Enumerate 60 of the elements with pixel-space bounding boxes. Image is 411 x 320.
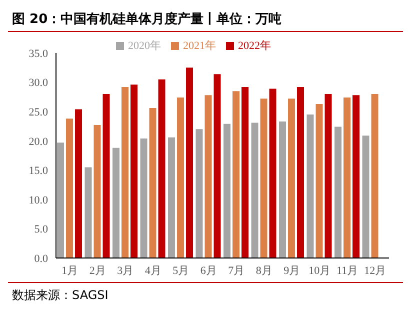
bar bbox=[186, 68, 193, 258]
y-tick-label: 35.0 bbox=[28, 48, 48, 60]
bar bbox=[75, 109, 82, 258]
x-tick-label: 7月 bbox=[228, 264, 245, 277]
source-note: 数据来源：SAGSI bbox=[12, 287, 110, 304]
x-tick-label: 9月 bbox=[284, 264, 300, 277]
bar bbox=[251, 122, 258, 258]
x-tick-label: 11月 bbox=[336, 264, 358, 277]
bar bbox=[362, 136, 370, 258]
x-tick-label: 3月 bbox=[117, 264, 134, 277]
bar bbox=[122, 86, 128, 258]
bar bbox=[371, 94, 378, 258]
bar bbox=[102, 94, 110, 258]
bar bbox=[196, 129, 203, 258]
bar bbox=[297, 86, 304, 258]
bar bbox=[324, 94, 332, 258]
bar bbox=[224, 124, 230, 258]
bar bbox=[269, 88, 276, 258]
y-tick-label: 20.0 bbox=[28, 136, 48, 148]
x-tick-label: 8月 bbox=[256, 264, 272, 277]
legend-label: 2022年 bbox=[238, 40, 271, 52]
bar bbox=[242, 86, 248, 258]
bar bbox=[168, 137, 175, 258]
x-tick-label: 4月 bbox=[144, 264, 162, 277]
bar bbox=[112, 148, 120, 258]
y-tick-label: 25.0 bbox=[28, 106, 48, 118]
bar bbox=[316, 104, 323, 258]
bar bbox=[84, 167, 92, 258]
bar bbox=[204, 95, 212, 258]
legend-label: 2021年 bbox=[183, 40, 216, 52]
x-tick-label: 2月 bbox=[89, 264, 106, 277]
y-tick-label: 5.0 bbox=[34, 224, 48, 236]
bar bbox=[232, 91, 240, 258]
x-tick-label: 10月 bbox=[308, 264, 331, 277]
bar bbox=[130, 84, 138, 258]
x-tick-label: 1月 bbox=[62, 264, 78, 277]
x-tick-label: 12月 bbox=[364, 264, 386, 277]
bar bbox=[306, 114, 314, 258]
bar bbox=[334, 126, 342, 258]
legend-label: 2020年 bbox=[128, 40, 161, 52]
bar bbox=[94, 125, 101, 258]
bar bbox=[140, 138, 148, 258]
bar bbox=[214, 74, 221, 258]
bar bbox=[66, 118, 73, 258]
bar bbox=[149, 108, 156, 258]
x-tick-label: 6月 bbox=[200, 264, 217, 277]
y-tick-label: 10.0 bbox=[28, 194, 48, 206]
y-tick-label: 15.0 bbox=[28, 165, 48, 178]
chart-title: 图 20：中国有机硅单体月度产量丨单位：万吨 bbox=[8, 8, 403, 32]
bar bbox=[158, 79, 166, 258]
bar bbox=[177, 98, 184, 258]
bar bbox=[288, 98, 295, 258]
y-tick-label: 30.0 bbox=[28, 77, 48, 90]
y-tick-label: 0.0 bbox=[34, 252, 48, 265]
bar bbox=[344, 98, 350, 258]
bar bbox=[57, 142, 64, 258]
bar bbox=[260, 98, 268, 258]
bar bbox=[279, 122, 286, 258]
x-tick-label: 5月 bbox=[172, 264, 190, 277]
bar bbox=[352, 95, 360, 258]
